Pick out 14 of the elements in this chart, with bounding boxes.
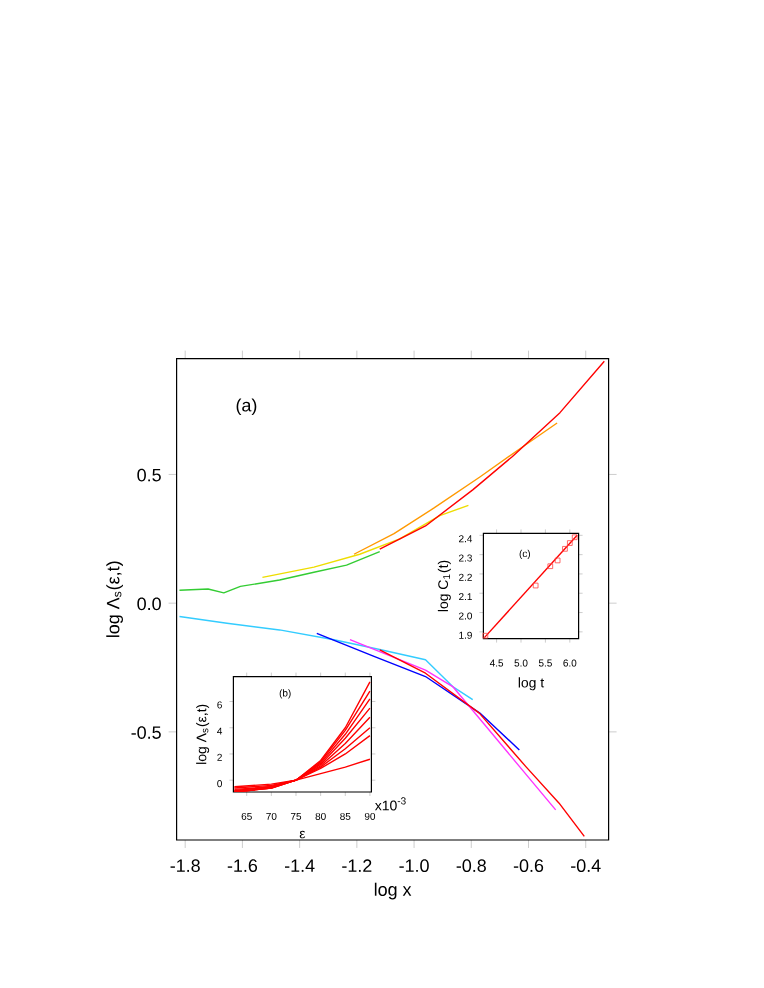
annotation: (a)	[236, 398, 257, 416]
y-tick-label: 0.0	[137, 597, 161, 611]
x-tick-label: -1.4	[284, 859, 315, 872]
x-tick-label: -0.8	[456, 859, 486, 873]
x-axis-title: log x	[374, 882, 412, 900]
x-tick-label: -1.2	[342, 859, 372, 872]
y-tick-label: 0.5	[137, 468, 161, 482]
x-tick-label: -1.0	[399, 859, 429, 873]
y-tick-label: -0.5	[131, 726, 161, 739]
x-tick-label: -0.4	[571, 859, 601, 873]
x-tick-label: -1.6	[227, 859, 258, 873]
x-tick-label: -1.8	[170, 859, 200, 873]
y-axis-title: log Λ$_{s}$(ε,t)	[106, 561, 123, 637]
x-tick-label: -0.6	[513, 859, 544, 873]
